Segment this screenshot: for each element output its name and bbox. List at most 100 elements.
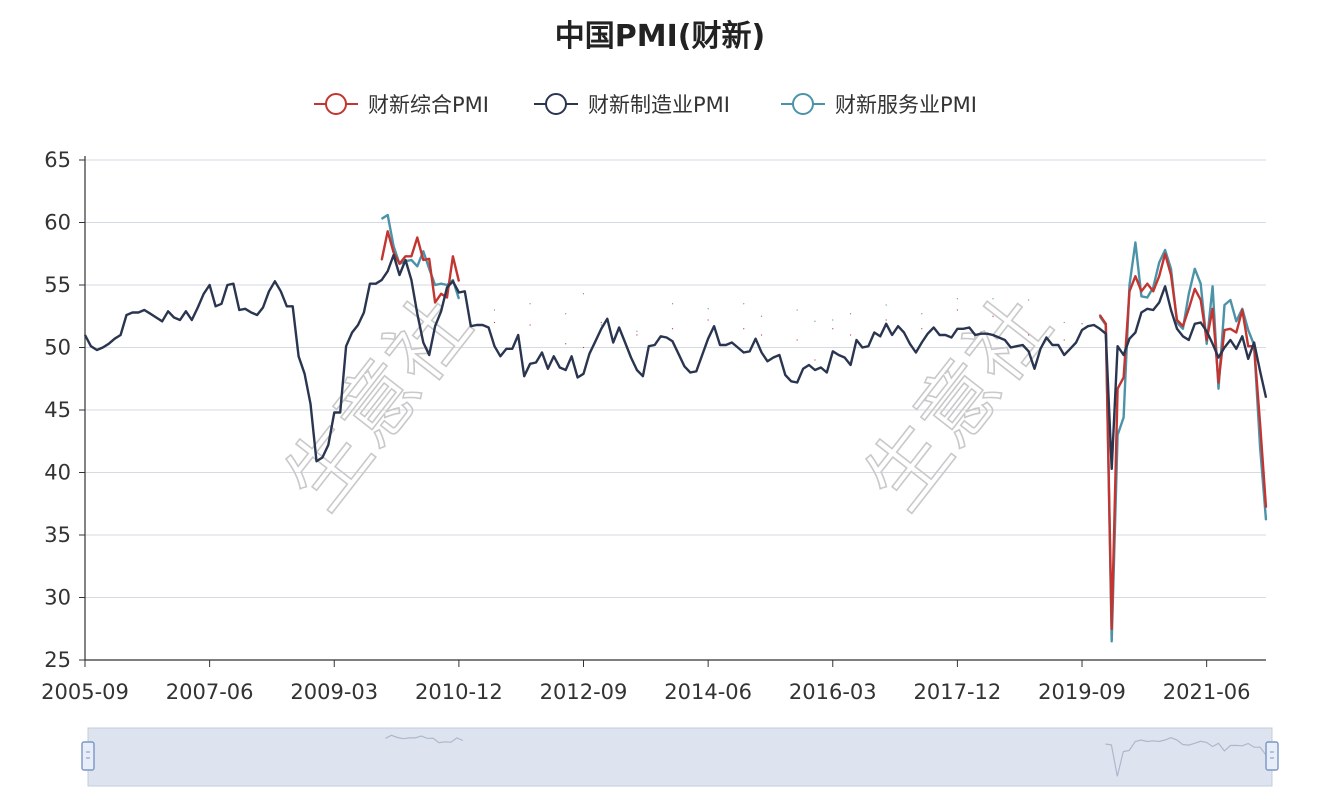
data-point <box>410 255 413 257</box>
data-point <box>719 344 721 346</box>
data-point <box>422 259 424 261</box>
data-point <box>1051 344 1053 346</box>
legend-swatch-circle <box>545 93 567 115</box>
data-point <box>428 354 430 356</box>
data-point <box>998 336 1000 339</box>
data-point <box>950 336 953 339</box>
data-point <box>642 375 644 377</box>
data-point <box>974 334 976 336</box>
data-point <box>582 373 585 375</box>
axes: 25 30 35 40 45 50 55 60 65 2005-09 2007-06 2009-03 2… <box>41 148 1266 704</box>
data-point <box>790 380 792 382</box>
data-point <box>535 361 537 364</box>
data-point <box>1111 628 1113 630</box>
data-point <box>517 334 519 336</box>
data-point <box>660 335 662 337</box>
data-point <box>915 351 917 354</box>
data-point <box>1194 268 1196 270</box>
data-point <box>1146 308 1148 310</box>
data-point <box>1217 388 1220 390</box>
data-point <box>1122 354 1125 356</box>
data-point <box>1229 328 1231 330</box>
data-point <box>1164 249 1166 251</box>
data-point <box>452 280 454 282</box>
data-point <box>1200 299 1202 301</box>
data-point <box>909 343 911 345</box>
data-point <box>814 320 816 322</box>
grid-lines <box>85 159 1266 598</box>
data-point <box>387 270 389 272</box>
data-point <box>760 351 763 354</box>
data-point <box>832 350 834 352</box>
legend-item-2[interactable]: 财新服务业PMI <box>781 93 977 117</box>
legend[interactable]: 财新综合PMI 财新制造业PMI 财新服务业PMI <box>314 93 977 117</box>
data-point <box>499 355 502 357</box>
slider-handle-right[interactable] <box>1265 741 1279 771</box>
data-point <box>1235 320 1237 322</box>
data-point <box>707 319 709 321</box>
data-point <box>1128 284 1131 286</box>
data-point <box>446 296 448 299</box>
data-point <box>1158 275 1160 277</box>
data-point <box>1063 321 1065 324</box>
data-point <box>1265 396 1267 399</box>
data-point <box>458 291 460 294</box>
y-tick-label: 45 <box>44 398 71 422</box>
data-point <box>404 255 407 257</box>
data-point <box>410 259 413 261</box>
data-point <box>630 356 632 359</box>
data-zoom-slider[interactable] <box>81 727 1279 787</box>
data-point <box>903 331 905 334</box>
slider-handle-left[interactable] <box>81 741 95 771</box>
data-point <box>826 371 828 374</box>
data-point <box>1111 640 1113 642</box>
data-point <box>707 338 709 340</box>
data-point <box>618 326 620 329</box>
data-point <box>600 321 602 324</box>
data-point <box>921 313 923 315</box>
data-point <box>250 311 252 314</box>
data-point <box>1188 293 1190 295</box>
data-point <box>458 298 460 300</box>
data-point <box>381 279 383 281</box>
data-point <box>689 371 691 374</box>
data-point <box>838 354 840 356</box>
y-tick-label: 25 <box>44 648 71 672</box>
data-point <box>885 319 887 321</box>
data-point <box>760 334 763 336</box>
data-point <box>440 293 442 295</box>
data-point <box>796 309 798 311</box>
data-point <box>1117 345 1119 347</box>
data-point <box>1194 288 1196 290</box>
data-point <box>280 290 282 292</box>
legend-label: 财新制造业PMI <box>588 93 730 117</box>
x-tick-label: 2010-12 <box>415 680 503 704</box>
data-point <box>588 353 591 355</box>
data-point <box>962 328 964 330</box>
data-point <box>1229 299 1231 301</box>
legend-item-1[interactable]: 财新制造业PMI <box>534 93 730 117</box>
data-point <box>493 345 496 347</box>
data-point <box>179 319 181 321</box>
legend-item-0[interactable]: 财新综合PMI <box>314 93 489 117</box>
data-point <box>345 345 347 347</box>
data-point <box>1247 358 1249 360</box>
data-point <box>980 333 982 335</box>
x-tick-label: 2016-03 <box>789 680 877 704</box>
data-point <box>1016 345 1018 347</box>
data-point <box>933 326 935 329</box>
data-point <box>292 305 294 307</box>
data-point <box>357 324 359 326</box>
data-point <box>743 351 745 354</box>
series-line <box>83 253 1268 470</box>
data-point <box>1194 323 1196 325</box>
data-point <box>1211 343 1214 345</box>
data-point <box>849 364 852 366</box>
data-point <box>529 324 531 326</box>
data-point <box>553 355 555 357</box>
data-point <box>493 309 496 311</box>
data-point <box>1028 299 1030 301</box>
data-point <box>784 374 786 376</box>
data-point <box>559 366 561 369</box>
